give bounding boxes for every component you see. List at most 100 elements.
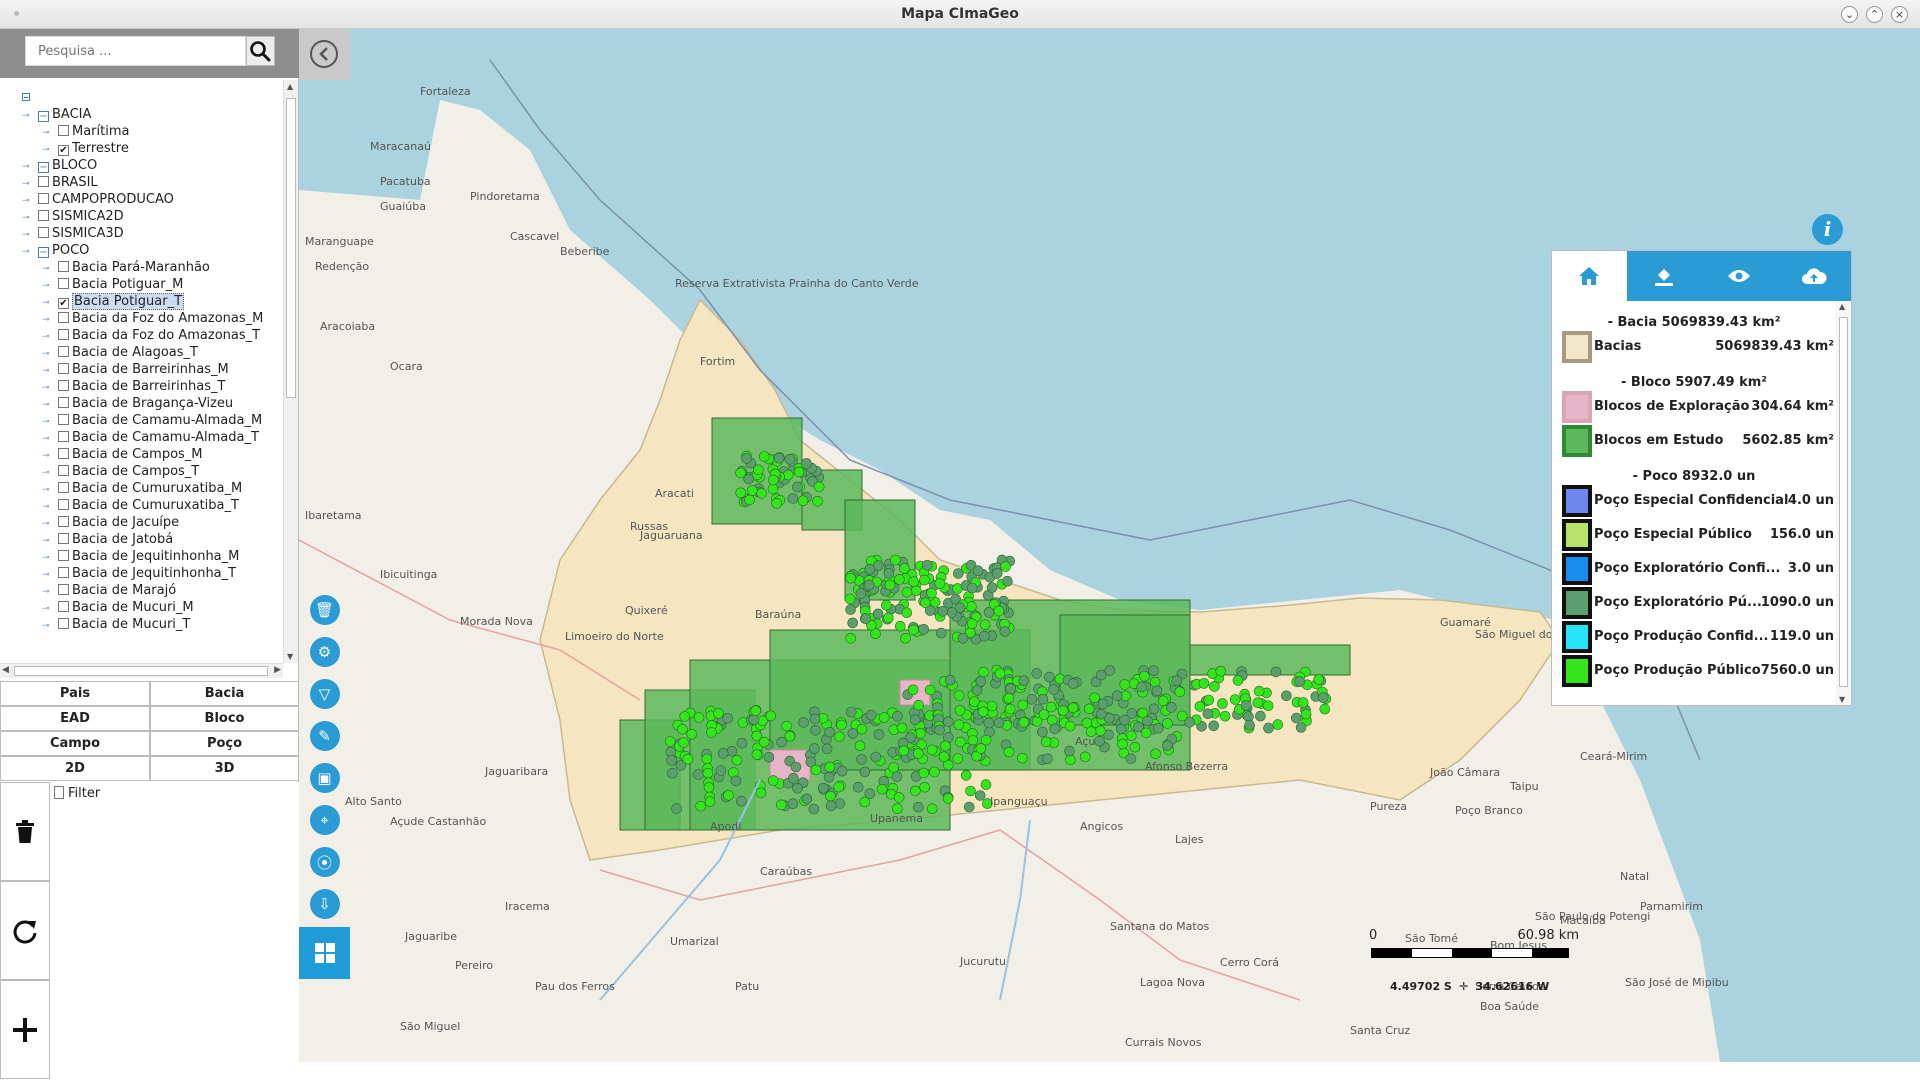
- well-marker[interactable]: [1026, 693, 1038, 705]
- well-marker[interactable]: [747, 485, 758, 496]
- tree-handle-icon[interactable]: ⊸: [42, 281, 50, 291]
- tool-image[interactable]: ▣: [299, 757, 350, 799]
- layer-checkbox[interactable]: [58, 499, 69, 510]
- search-input[interactable]: [25, 36, 246, 66]
- well-marker[interactable]: [1119, 714, 1130, 726]
- well-marker[interactable]: [1037, 726, 1048, 738]
- well-marker[interactable]: [986, 700, 998, 712]
- tree-handle-icon[interactable]: ⊸: [42, 366, 50, 376]
- well-marker[interactable]: [1089, 692, 1100, 704]
- well-marker[interactable]: [972, 565, 984, 577]
- well-marker[interactable]: [671, 803, 682, 814]
- well-marker[interactable]: [1253, 685, 1265, 697]
- well-marker[interactable]: [758, 451, 770, 462]
- add-filter-button[interactable]: [0, 980, 50, 1079]
- well-marker[interactable]: [825, 790, 836, 802]
- tree-handle-icon[interactable]: ⊸: [42, 349, 50, 359]
- tree-node[interactable]: ⊸ Bacia de Jatobá: [42, 531, 173, 548]
- well-marker[interactable]: [824, 726, 836, 738]
- tree-node[interactable]: ⊸ Bacia de Alagoas_T: [42, 344, 198, 361]
- well-marker[interactable]: [926, 803, 938, 815]
- well-marker[interactable]: [993, 717, 1005, 729]
- well-marker[interactable]: [810, 764, 822, 776]
- well-marker[interactable]: [1064, 745, 1075, 757]
- well-marker[interactable]: [1176, 710, 1188, 722]
- well-marker[interactable]: [942, 793, 954, 804]
- well-marker[interactable]: [994, 668, 1006, 679]
- well-marker[interactable]: [1003, 692, 1015, 704]
- well-marker[interactable]: [898, 745, 910, 757]
- well-marker[interactable]: [1037, 693, 1049, 705]
- well-marker[interactable]: [722, 712, 734, 724]
- tree-handle-icon[interactable]: ⊸: [42, 485, 50, 495]
- well-marker[interactable]: [1174, 686, 1186, 698]
- minimize-button[interactable]: ⌄: [1841, 6, 1858, 23]
- layer-checkbox[interactable]: [38, 176, 49, 187]
- well-marker[interactable]: [883, 567, 895, 579]
- well-marker[interactable]: [946, 607, 958, 618]
- well-marker[interactable]: [1142, 715, 1153, 727]
- well-marker[interactable]: [942, 716, 954, 728]
- legend-item[interactable]: Blocos de Exploração 304.64 km²: [1562, 391, 1834, 423]
- well-marker[interactable]: [888, 762, 900, 773]
- tab-style[interactable]: [1627, 251, 1702, 301]
- layer-checkbox[interactable]: ✔: [58, 298, 69, 309]
- well-marker[interactable]: [965, 785, 976, 797]
- tree-handle-icon[interactable]: ⊸: [42, 519, 50, 529]
- tree-scroll-thumb[interactable]: [286, 98, 296, 398]
- well-marker[interactable]: [1045, 701, 1057, 713]
- well-marker[interactable]: [870, 751, 882, 763]
- well-marker[interactable]: [960, 770, 972, 781]
- well-marker[interactable]: [921, 559, 933, 571]
- well-marker[interactable]: [910, 585, 922, 597]
- well-marker[interactable]: [926, 744, 938, 756]
- well-marker[interactable]: [1018, 716, 1030, 728]
- scroll-up-arrow-icon[interactable]: ▲: [287, 82, 294, 91]
- type-button-campo[interactable]: Campo: [0, 731, 150, 756]
- tree-handle-icon[interactable]: ⊸: [22, 179, 30, 189]
- tree-node[interactable]: ⊸ Bacia de Marajó: [42, 582, 176, 599]
- tree-node[interactable]: ⊸ Bacia de Camamu-Almada_M: [42, 412, 262, 429]
- well-marker[interactable]: [1241, 700, 1252, 711]
- well-marker[interactable]: [679, 711, 691, 722]
- well-marker[interactable]: [801, 458, 812, 469]
- layer-checkbox[interactable]: [58, 482, 69, 493]
- layer-checkbox[interactable]: [58, 550, 69, 561]
- well-marker[interactable]: [1079, 751, 1091, 763]
- well-marker[interactable]: [743, 473, 755, 485]
- tree-node[interactable]: ⊸ Bacia de Cumuruxatiba_T: [42, 497, 239, 514]
- maximize-button[interactable]: ⌃: [1866, 6, 1883, 23]
- scroll-right-arrow-icon[interactable]: ▶: [274, 665, 281, 675]
- tree-node[interactable]: ⊸ ✔ Bacia Potiguar_T: [42, 293, 185, 310]
- tool-location[interactable]: ⦿: [299, 841, 350, 883]
- tab-upload[interactable]: [1776, 251, 1851, 301]
- well-marker[interactable]: [1297, 697, 1309, 708]
- well-marker[interactable]: [934, 724, 945, 736]
- well-marker[interactable]: [1000, 561, 1011, 572]
- well-marker[interactable]: [1064, 720, 1076, 732]
- well-marker[interactable]: [825, 800, 837, 812]
- well-marker[interactable]: [751, 749, 763, 760]
- well-marker[interactable]: [1002, 575, 1013, 587]
- well-marker[interactable]: [677, 723, 688, 735]
- tree-node[interactable]: ⊸ Bacia de Bragança-Vizeu: [42, 395, 233, 412]
- tree-node[interactable]: ⊸ Bacia de Jacuípe: [42, 514, 179, 531]
- well-marker[interactable]: [1031, 668, 1042, 679]
- well-marker[interactable]: [918, 767, 930, 779]
- well-marker[interactable]: [920, 597, 931, 609]
- tree-node[interactable]: ⊸ Bacia da Foz do Amazonas_M: [42, 310, 263, 327]
- tool-clear[interactable]: 🗑: [299, 589, 350, 631]
- well-marker[interactable]: [940, 740, 951, 752]
- well-marker[interactable]: [953, 690, 965, 701]
- well-marker[interactable]: [1215, 665, 1226, 677]
- refresh-button[interactable]: [0, 881, 50, 980]
- tree-node[interactable]: ⊸ Bacia de Campos_T: [42, 463, 199, 480]
- tree-handle-icon[interactable]: ⊸: [42, 128, 50, 138]
- layer-checkbox[interactable]: [58, 261, 69, 272]
- well-marker[interactable]: [767, 775, 779, 786]
- well-marker[interactable]: [817, 782, 829, 794]
- tree-handle-icon[interactable]: ⊸: [42, 298, 50, 308]
- legend-scrollbar[interactable]: ▲ ▼: [1836, 301, 1851, 705]
- tree-handle-icon[interactable]: ⊸: [42, 451, 50, 461]
- well-marker[interactable]: [1104, 665, 1116, 676]
